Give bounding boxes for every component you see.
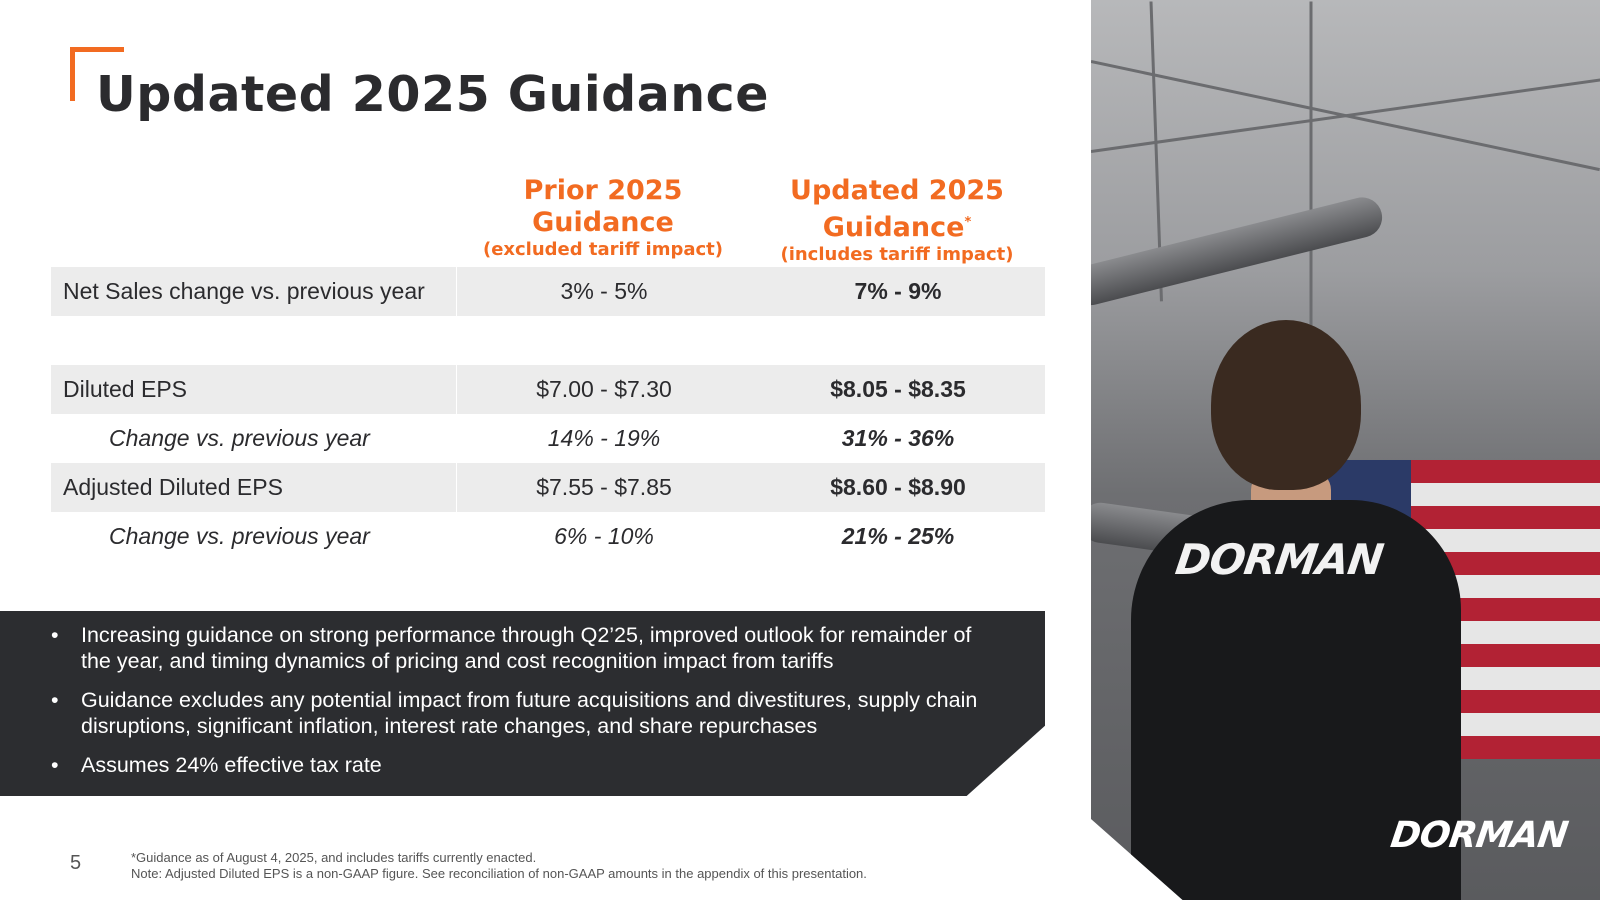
prior-value: 3% - 5% bbox=[560, 278, 648, 304]
updated-header-line1: Updated 2025 bbox=[790, 175, 1004, 206]
bullet-icon: • bbox=[51, 753, 59, 777]
prior-value: 6% - 10% bbox=[554, 523, 654, 549]
updated-value: $8.60 - $8.90 bbox=[830, 474, 966, 500]
title-accent-mark bbox=[70, 47, 124, 101]
row-label: Diluted EPS bbox=[51, 365, 457, 414]
column-header-prior: Prior 2025 Guidance (excluded tariff imp… bbox=[458, 175, 748, 261]
updated-header-marker: * bbox=[964, 215, 972, 230]
list-item: • Assumes 24% effective tax rate bbox=[0, 752, 990, 778]
updated-value: 31% - 36% bbox=[841, 425, 955, 451]
page-title: Updated 2025 Guidance bbox=[96, 66, 769, 123]
worker-head bbox=[1211, 320, 1361, 490]
footnote-line: *Guidance as of August 4, 2025, and incl… bbox=[131, 850, 537, 865]
table-row-net-sales: Net Sales change vs. previous year 3% - … bbox=[51, 267, 1045, 316]
updated-value: 21% - 25% bbox=[841, 523, 955, 549]
pipe-part bbox=[1091, 193, 1387, 310]
footnote: *Guidance as of August 4, 2025, and incl… bbox=[131, 850, 867, 882]
bullet-icon: • bbox=[51, 623, 59, 647]
list-item: • Increasing guidance on strong performan… bbox=[0, 622, 990, 674]
table-spacer bbox=[51, 316, 1045, 365]
row-label: Change vs. previous year bbox=[109, 523, 370, 549]
list-item: • Guidance excludes any potential impact … bbox=[0, 687, 990, 739]
column-header-updated: Updated 2025 Guidance* (includes tariff … bbox=[752, 175, 1042, 266]
dorman-logo: DORMAN bbox=[1388, 815, 1570, 856]
updated-header-sub: (includes tariff impact) bbox=[780, 244, 1014, 265]
updated-header-line2-wrap: Guidance* bbox=[752, 207, 1042, 244]
notes-list: • Increasing guidance on strong performan… bbox=[0, 622, 990, 791]
shirt-logo: DORMAN bbox=[1172, 535, 1386, 584]
prior-value: $7.00 - $7.30 bbox=[536, 376, 672, 402]
footnote-line: Note: Adjusted Diluted EPS is a non-GAAP… bbox=[131, 866, 867, 881]
table-row-diluted-change: Change vs. previous year 14% - 19% 31% -… bbox=[51, 414, 1045, 463]
table-row-adjusted-change: Change vs. previous year 6% - 10% 21% - … bbox=[51, 512, 1045, 561]
worker-torso bbox=[1131, 500, 1461, 900]
worker-figure bbox=[1131, 300, 1461, 900]
prior-header-sub: (excluded tariff impact) bbox=[482, 239, 724, 260]
page-number: 5 bbox=[70, 852, 82, 874]
guidance-table: Net Sales change vs. previous year 3% - … bbox=[51, 267, 1045, 561]
ceiling-beam bbox=[1091, 77, 1600, 153]
prior-header-line1: Prior 2025 bbox=[523, 175, 683, 206]
prior-header-line2: Guidance bbox=[532, 207, 674, 238]
updated-header-line2: Guidance bbox=[822, 212, 965, 243]
row-label: Change vs. previous year bbox=[109, 425, 370, 451]
bullet-icon: • bbox=[51, 688, 59, 712]
warehouse-photo: DORMAN DORMAN bbox=[1091, 0, 1600, 900]
updated-value: $8.05 - $8.35 bbox=[830, 376, 966, 402]
note-text: Assumes 24% effective tax rate bbox=[81, 753, 382, 777]
prior-value: $7.55 - $7.85 bbox=[536, 474, 672, 500]
note-text: Guidance excludes any potential impact f… bbox=[81, 688, 978, 738]
row-label: Adjusted Diluted EPS bbox=[51, 463, 457, 512]
row-label: Net Sales change vs. previous year bbox=[51, 267, 457, 316]
notes-panel bbox=[0, 611, 1045, 796]
table-row-diluted-eps: Diluted EPS $7.00 - $7.30 $8.05 - $8.35 bbox=[51, 365, 1045, 414]
note-text: Increasing guidance on strong performanc… bbox=[81, 623, 972, 673]
table-row-adjusted-eps: Adjusted Diluted EPS $7.55 - $7.85 $8.60… bbox=[51, 463, 1045, 512]
prior-value: 14% - 19% bbox=[547, 425, 661, 451]
updated-value: 7% - 9% bbox=[854, 278, 942, 304]
